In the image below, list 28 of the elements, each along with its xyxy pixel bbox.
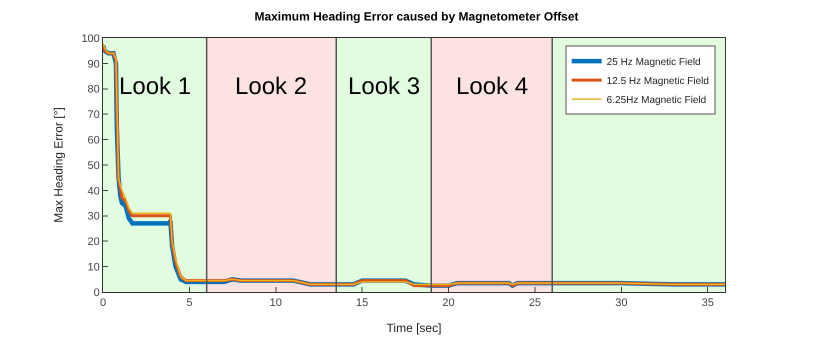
- y-tick-label: 10: [88, 261, 100, 274]
- band-label: Look 3: [348, 73, 420, 100]
- x-tick-label: 30: [615, 297, 628, 310]
- band-label: Look 4: [456, 73, 528, 100]
- legend-label: 6.25Hz Magnetic Field: [606, 95, 706, 106]
- x-tick-label: 35: [702, 297, 714, 310]
- x-tick-label: 25: [528, 297, 542, 310]
- x-tick-label: 10: [270, 297, 282, 310]
- y-tick-label: 90: [88, 58, 100, 70]
- chart-title: Maximum Heading Error caused by Magnetometer Offset: [254, 9, 579, 24]
- y-tick-label: 20: [88, 236, 100, 248]
- x-axis-title: Time [sec]: [386, 321, 442, 336]
- x-tick-label: 5: [186, 297, 192, 310]
- y-tick-label: 0: [94, 286, 100, 299]
- y-tick-label: 60: [88, 134, 100, 146]
- x-tick-label: 15: [356, 297, 368, 310]
- y-tick-label: 70: [88, 109, 100, 122]
- legend-label: 12.5 Hz Magnetic Field: [606, 76, 709, 88]
- legend-label: 25 Hz Magnetic Field: [606, 57, 701, 68]
- x-tick-label: 20: [442, 297, 455, 310]
- y-tick-label: 40: [88, 185, 100, 198]
- y-tick-label: 30: [88, 210, 100, 223]
- y-axis-title: Max Heading Error [°]: [52, 107, 66, 223]
- y-tick-label: 100: [81, 32, 100, 45]
- band-label: Look 2: [235, 73, 308, 100]
- y-tick-label: 80: [88, 84, 100, 96]
- band-label: Look 1: [119, 73, 192, 100]
- y-tick-label: 50: [88, 160, 100, 172]
